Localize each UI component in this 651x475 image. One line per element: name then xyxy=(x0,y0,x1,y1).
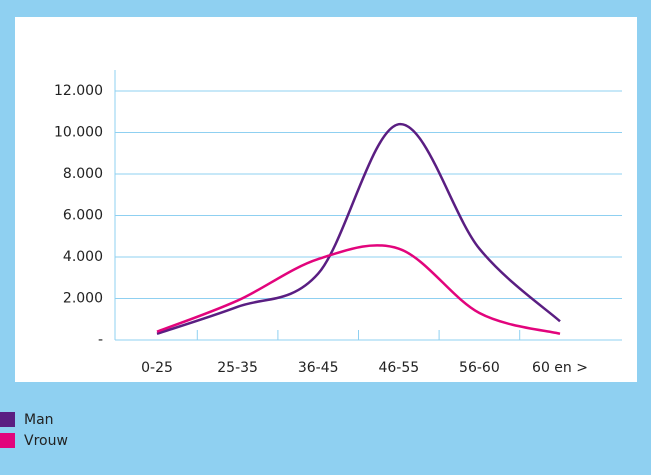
y-tick-label: 6.000 xyxy=(63,208,103,224)
legend-swatch xyxy=(0,433,15,448)
y-tick-label: 2.000 xyxy=(63,291,103,307)
y-tick-label: 4.000 xyxy=(63,249,103,265)
y-tick-label: - xyxy=(98,332,103,348)
y-tick-label: 10.000 xyxy=(54,125,103,141)
legend-label: Man xyxy=(24,412,54,428)
x-tick-label: 56-60 xyxy=(459,360,500,376)
y-tick-label: 8.000 xyxy=(63,166,103,182)
plot-panel xyxy=(15,17,637,382)
x-tick-label: 25-35 xyxy=(217,360,258,376)
x-tick-label: 46-55 xyxy=(378,360,419,376)
series-line xyxy=(156,244,561,335)
x-tick-label: 0-25 xyxy=(141,360,173,376)
legend-swatch xyxy=(0,412,15,427)
x-tick-label: 60 en > xyxy=(532,360,588,376)
series-line xyxy=(156,122,561,335)
legend-label: Vrouw xyxy=(24,433,68,449)
y-tick-label: 12.000 xyxy=(54,83,103,99)
x-tick-label: 36-45 xyxy=(298,360,339,376)
